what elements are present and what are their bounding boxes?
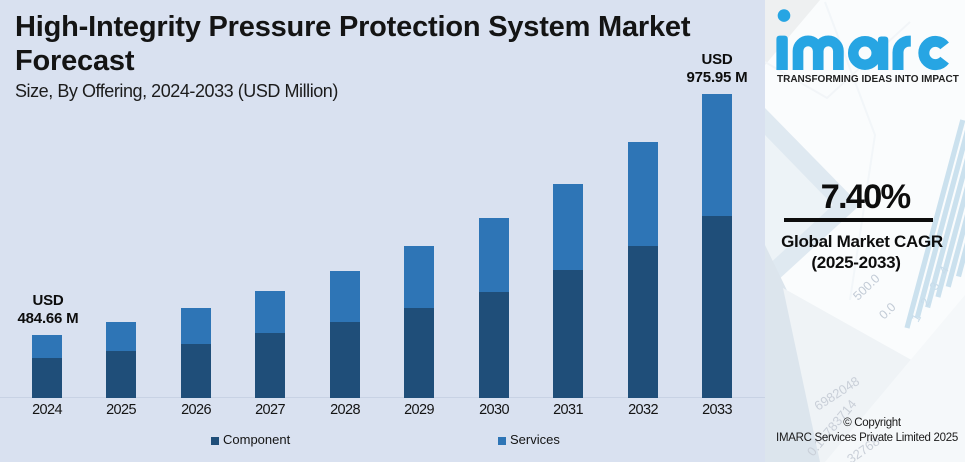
svg-text:0.0: 0.0	[876, 300, 898, 322]
svg-text:500.0: 500.0	[850, 271, 882, 303]
